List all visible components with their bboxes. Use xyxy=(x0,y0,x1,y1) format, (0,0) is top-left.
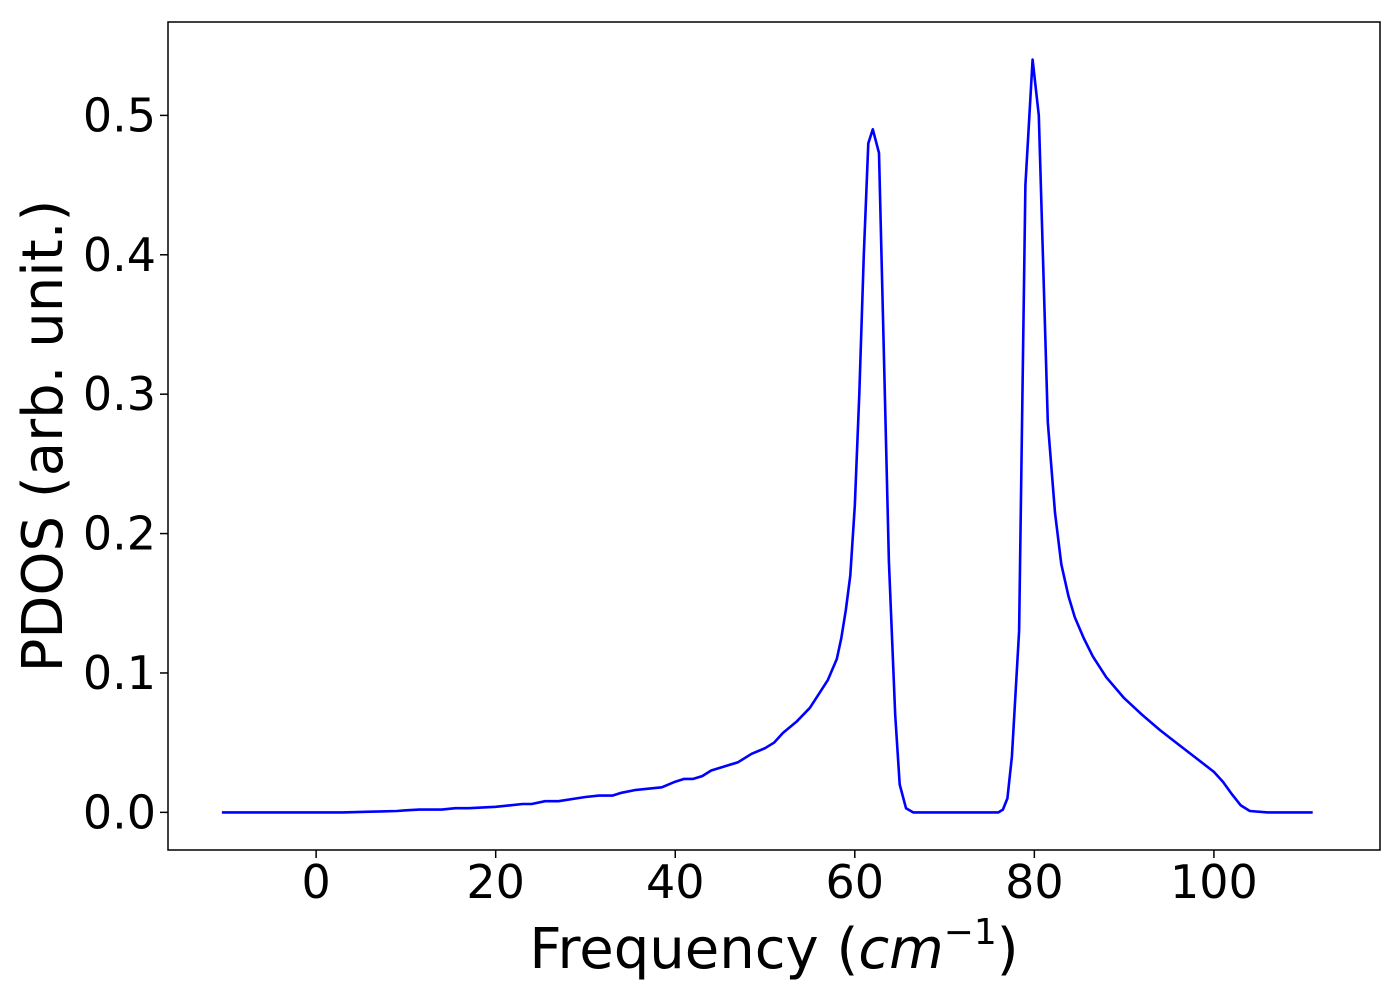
y-tick-label: 0.4 xyxy=(83,228,156,282)
y-tick-label: 0.1 xyxy=(83,646,156,700)
y-tick-label: 0.3 xyxy=(83,367,156,421)
y-tick-label: 0.2 xyxy=(83,507,156,561)
y-ticks: 0.0 0.1 0.2 0.3 0.4 0.5 xyxy=(83,88,168,839)
x-tick-label: 60 xyxy=(826,855,885,909)
y-tick-label: 0.0 xyxy=(83,785,156,839)
series-line-0 xyxy=(221,58,1313,814)
x-tick-label: 0 xyxy=(301,855,330,909)
x-ticks: 0 20 40 60 80 100 xyxy=(301,850,1258,909)
series-layer xyxy=(221,58,1313,814)
plot-frame xyxy=(167,21,1381,851)
x-tick-label: 80 xyxy=(1005,855,1064,909)
x-tick-label: 100 xyxy=(1170,855,1258,909)
x-axis-label: Frequency (cm−1) xyxy=(529,912,1018,982)
x-tick-label: 20 xyxy=(466,855,525,909)
x-tick-label: 40 xyxy=(646,855,705,909)
y-tick-label: 0.5 xyxy=(83,88,156,142)
y-axis-label: PDOS (arb. unit.) xyxy=(11,200,76,673)
